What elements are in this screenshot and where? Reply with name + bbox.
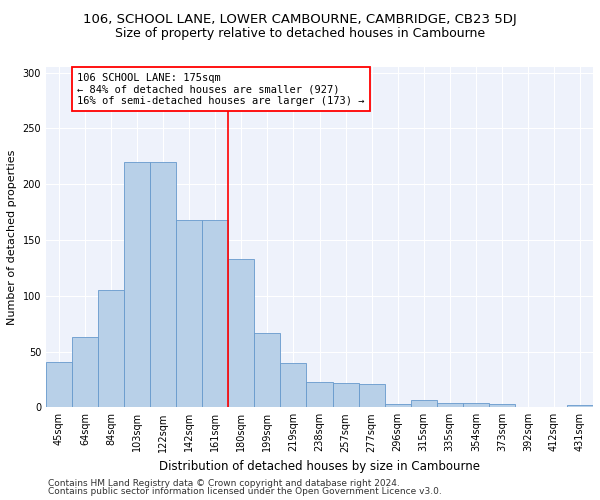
Bar xyxy=(46,362,72,408)
Text: 106, SCHOOL LANE, LOWER CAMBOURNE, CAMBRIDGE, CB23 5DJ: 106, SCHOOL LANE, LOWER CAMBOURNE, CAMBR… xyxy=(83,12,517,26)
Bar xyxy=(202,220,229,408)
Text: Size of property relative to detached houses in Cambourne: Size of property relative to detached ho… xyxy=(115,28,485,40)
Text: Contains public sector information licensed under the Open Government Licence v3: Contains public sector information licen… xyxy=(48,487,442,496)
Bar xyxy=(567,405,593,407)
Bar xyxy=(254,332,280,407)
Bar xyxy=(280,362,307,408)
X-axis label: Distribution of detached houses by size in Cambourne: Distribution of detached houses by size … xyxy=(159,460,480,473)
Bar xyxy=(489,404,515,407)
Bar xyxy=(307,382,332,407)
Bar xyxy=(72,337,98,407)
Bar xyxy=(176,220,202,408)
Bar xyxy=(229,259,254,408)
Bar xyxy=(124,162,150,408)
Bar xyxy=(359,384,385,407)
Y-axis label: Number of detached properties: Number of detached properties xyxy=(7,150,17,325)
Text: 106 SCHOOL LANE: 175sqm
← 84% of detached houses are smaller (927)
16% of semi-d: 106 SCHOOL LANE: 175sqm ← 84% of detache… xyxy=(77,72,365,106)
Bar xyxy=(98,290,124,408)
Bar xyxy=(437,403,463,407)
Bar xyxy=(385,404,410,407)
Bar xyxy=(463,403,489,407)
Bar xyxy=(332,383,359,407)
Text: Contains HM Land Registry data © Crown copyright and database right 2024.: Contains HM Land Registry data © Crown c… xyxy=(48,478,400,488)
Bar xyxy=(150,162,176,408)
Bar xyxy=(410,400,437,407)
